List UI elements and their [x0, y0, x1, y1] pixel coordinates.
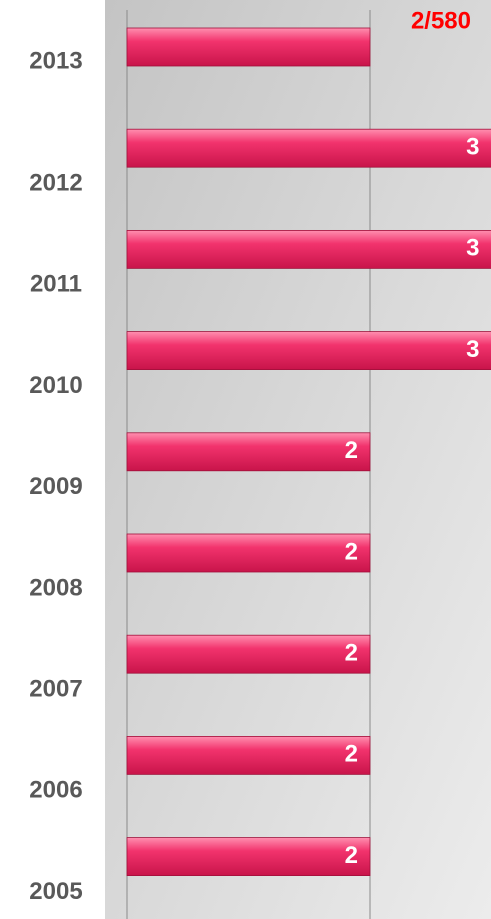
y-tick-label: 2006	[29, 777, 82, 804]
y-tick-label: 2011	[30, 271, 82, 298]
value-label: 2	[345, 741, 358, 768]
value-label: 3	[466, 134, 479, 161]
y-tick-label: 2010	[29, 372, 82, 399]
value-label: 2	[345, 437, 358, 464]
bar	[126, 533, 371, 573]
bar	[126, 634, 371, 674]
y-tick-label: 2012	[29, 170, 82, 197]
bar	[126, 128, 491, 168]
bar	[126, 837, 371, 876]
y-tick-label: 2008	[29, 574, 82, 601]
bar	[126, 432, 371, 472]
y-tick-label: 2005	[29, 878, 82, 905]
value-label: 3	[466, 235, 479, 262]
y-tick-label: 2013	[29, 47, 82, 74]
value-label: 2	[345, 640, 358, 667]
value-label: 2	[345, 538, 358, 565]
value-label: 2/580	[411, 7, 471, 34]
bar	[126, 736, 371, 775]
value-label: 3	[466, 336, 479, 363]
bar	[126, 331, 491, 371]
y-tick-label: 2009	[29, 473, 82, 500]
value-label: 2	[345, 842, 358, 869]
bar	[126, 27, 371, 67]
bar	[126, 229, 491, 269]
y-tick-label: 2007	[29, 676, 82, 703]
